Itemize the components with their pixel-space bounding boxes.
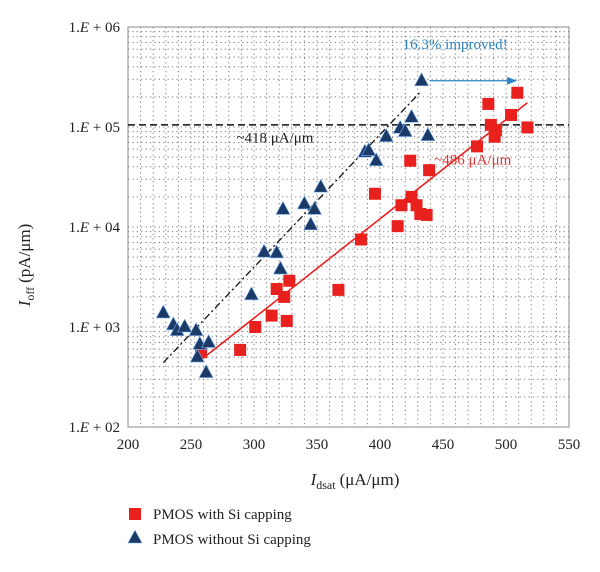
data-point-triangle (306, 200, 322, 215)
y-axis-title-main: I (15, 299, 34, 307)
x-axis-title: Idsat (μA/μm) (310, 470, 400, 492)
data-point-square (482, 97, 495, 110)
data-point-square (280, 314, 293, 327)
data-point-square (471, 140, 484, 153)
y-axis-title-sub: off (23, 287, 37, 301)
annotations: ~418 μA/μm ~486 μA/μm 16.3% improved! (236, 37, 518, 169)
data-point-triangle (188, 321, 204, 336)
x-tick-label: 200 (117, 437, 140, 453)
data-point-square (283, 274, 296, 287)
y-tick-labels: 1.E + 02 1.E + 03 1.E + 04 1.E + 05 1.E + 06 (69, 20, 121, 436)
data-point-square (395, 199, 408, 212)
legend-label-without-si: PMOS without Si capping (153, 532, 311, 548)
data-point-triangle (368, 152, 384, 167)
x-axis-title-sub: dsat (316, 478, 336, 492)
y-tick-label: 1.E + 02 (69, 420, 120, 436)
x-tick-labels: 200 250 300 350 400 450 500 550 (117, 437, 581, 453)
fit-lines (162, 90, 528, 364)
annotation-label: ~418 μA/μm (236, 130, 313, 146)
data-point-square (391, 220, 404, 233)
data-point-triangle (397, 122, 413, 137)
plot-area-frame (127, 26, 570, 428)
x-tick-label: 250 (180, 437, 203, 453)
x-tick-label: 300 (243, 437, 266, 453)
data-point-square (489, 124, 502, 137)
legend: PMOS with Si capping PMOS without Si cap… (127, 507, 311, 548)
annotation-label: 16.3% improved! (403, 37, 508, 53)
annotation-label: ~486 μA/μm (434, 153, 511, 169)
data-points (155, 72, 534, 378)
data-point-triangle (403, 108, 420, 123)
data-point-triangle (256, 243, 272, 258)
data-point-square (404, 154, 417, 167)
data-point-square (249, 321, 262, 333)
y-tick-label: 1.E + 04 (69, 220, 121, 236)
data-point-square (423, 164, 436, 177)
legend-item-without-si: PMOS without Si capping (127, 529, 311, 548)
data-point-triangle (243, 286, 259, 301)
y-axis-title: Ioff (pA/μm) (15, 224, 37, 308)
data-point-square (420, 208, 433, 221)
data-point-triangle (420, 126, 436, 141)
data-point-square (234, 343, 247, 356)
data-point-triangle (313, 178, 329, 193)
x-axis-title-main: I (310, 470, 318, 489)
data-point-square (278, 290, 291, 303)
x-tick-label: 550 (558, 437, 581, 453)
data-point-triangle (189, 348, 205, 363)
data-point-triangle (269, 244, 285, 259)
data-point-triangle (296, 195, 312, 210)
data-point-triangle (198, 363, 214, 378)
data-point-square (355, 233, 368, 246)
y-tick-label: 1.E + 03 (69, 320, 120, 336)
y-tick-label: 1.E + 06 (69, 20, 121, 36)
data-point-triangle (303, 216, 319, 231)
data-point-square (511, 86, 524, 99)
y-axis-title-unit: (pA/μm) (15, 224, 34, 283)
legend-swatch-square (129, 508, 141, 520)
legend-label-with-si: PMOS with Si capping (153, 507, 292, 523)
data-point-triangle (177, 318, 193, 333)
legend-swatch-triangle (127, 529, 143, 544)
data-point-triangle (378, 128, 394, 142)
x-tick-label: 500 (495, 437, 518, 453)
data-point-square (368, 187, 381, 200)
fit-line (162, 90, 423, 364)
data-point-triangle (275, 200, 291, 215)
x-tick-label: 350 (306, 437, 329, 453)
grid (128, 27, 569, 427)
y-tick-label: 1.E + 05 (69, 120, 120, 136)
x-axis-title-unit: (μA/μm) (340, 470, 400, 489)
data-point-triangle (201, 333, 217, 348)
x-tick-label: 450 (432, 437, 455, 453)
data-point-triangle (155, 304, 171, 319)
data-point-triangle (361, 142, 377, 156)
data-point-triangle (414, 72, 430, 87)
data-point-square (265, 309, 278, 322)
x-tick-label: 400 (369, 437, 392, 453)
data-point-square (521, 121, 534, 134)
data-point-square (332, 283, 345, 296)
data-point-triangle (272, 260, 288, 275)
legend-item-with-si: PMOS with Si capping (129, 507, 292, 523)
data-point-square (505, 108, 518, 121)
